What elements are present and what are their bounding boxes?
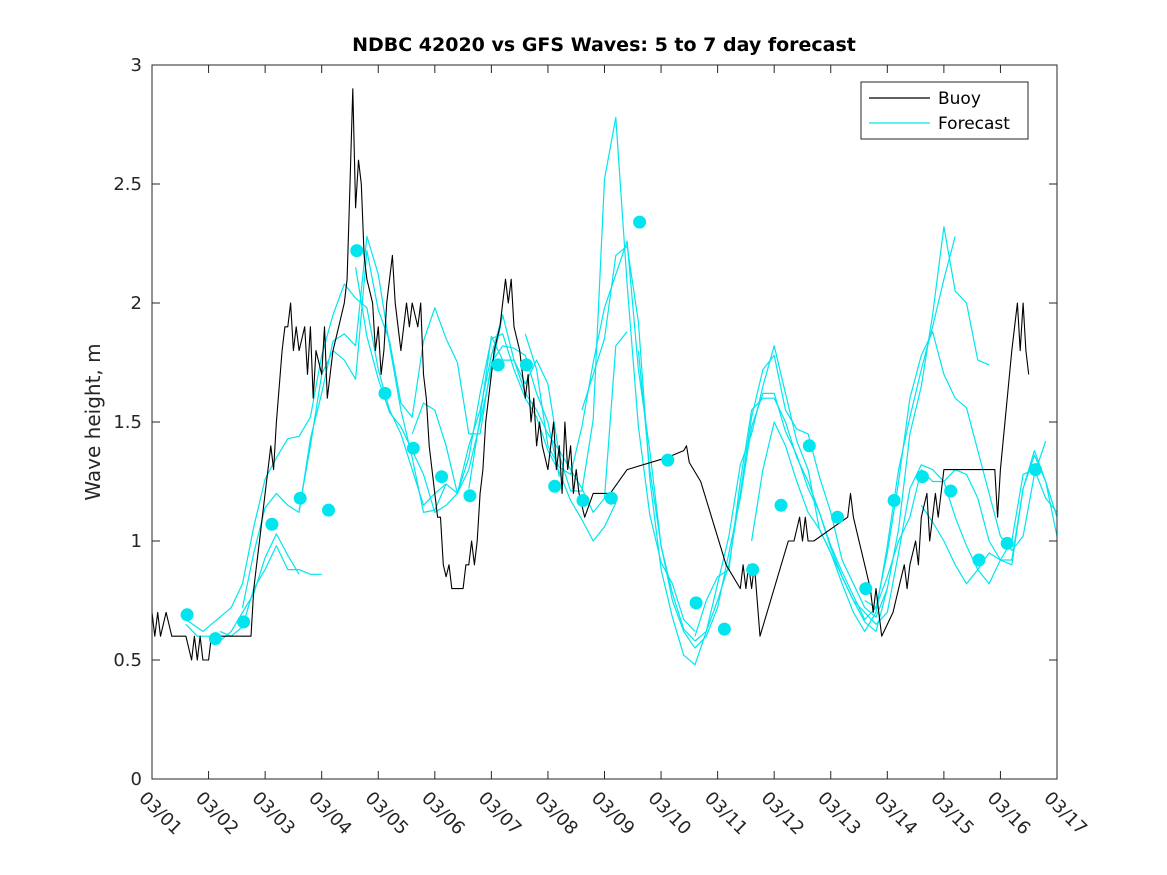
forecast-marker-23 xyxy=(802,439,816,453)
series-forecast-run-13 xyxy=(751,421,1058,625)
series-forecast-run-6 xyxy=(355,267,617,542)
forecast-marker-20 xyxy=(717,622,731,636)
y-tick-label: 1 xyxy=(131,531,142,552)
forecast-marker-21 xyxy=(746,563,760,577)
forecast-marker-5 xyxy=(293,491,307,505)
legend-box xyxy=(860,81,1029,140)
series-forecast-run-12 xyxy=(694,331,1047,637)
forecast-marker-13 xyxy=(519,358,533,372)
forecast-marker-26 xyxy=(887,494,901,507)
forecast-marker-3 xyxy=(237,615,251,629)
marker-layer xyxy=(180,215,1042,646)
y-tick-label: 2 xyxy=(131,293,142,314)
forecast-marker-31 xyxy=(1029,463,1042,477)
series-forecast-run-8 xyxy=(468,116,696,632)
series-forecast-run-11 xyxy=(637,226,990,649)
plot-area xyxy=(152,65,1057,779)
forecast-marker-15 xyxy=(576,494,590,507)
forecast-marker-12 xyxy=(491,358,505,372)
y-tick-label: 2.5 xyxy=(113,174,142,195)
legend-label-buoy: Buoy xyxy=(938,89,981,109)
forecast-marker-8 xyxy=(378,386,392,400)
series-layer xyxy=(151,88,1058,666)
legend: Buoy Forecast xyxy=(860,81,1029,140)
legend-label-forecast: Forecast xyxy=(938,114,1010,134)
forecast-marker-18 xyxy=(661,453,675,467)
forecast-marker-19 xyxy=(689,596,703,610)
series-forecast-run-1 xyxy=(185,533,300,642)
forecast-marker-11 xyxy=(463,489,477,503)
forecast-marker-7 xyxy=(350,244,364,258)
chart-title: NDBC 42020 vs GFS Waves: 5 to 7 day fore… xyxy=(352,34,856,56)
forecast-marker-27 xyxy=(915,470,929,484)
series-forecast-run-4 xyxy=(241,235,504,608)
series-forecast-run-3 xyxy=(185,283,447,632)
y-tick-label: 3 xyxy=(131,55,142,76)
forecast-marker-29 xyxy=(972,553,986,567)
series-forecast-run-2 xyxy=(219,545,322,637)
series-forecast-run-7 xyxy=(411,314,628,513)
series-forecast-run-5 xyxy=(298,250,560,511)
forecast-marker-6 xyxy=(322,503,335,517)
forecast-marker-2 xyxy=(208,632,222,646)
forecast-marker-10 xyxy=(435,470,449,484)
forecast-marker-1 xyxy=(180,608,194,622)
forecast-marker-9 xyxy=(406,441,420,455)
forecast-marker-30 xyxy=(1000,536,1014,550)
forecast-marker-17 xyxy=(633,215,647,229)
forecast-marker-14 xyxy=(548,479,562,493)
forecast-marker-28 xyxy=(944,484,958,498)
forecast-marker-22 xyxy=(774,498,788,512)
forecast-marker-25 xyxy=(859,582,873,596)
forecast-marker-24 xyxy=(831,510,844,524)
y-axis-label: Wave height, m xyxy=(81,343,105,500)
series-forecast-run-14 xyxy=(864,454,1058,609)
y-tick-label: 1.5 xyxy=(113,412,142,433)
forecast-marker-16 xyxy=(604,491,618,505)
y-tick-label: 0 xyxy=(131,769,142,790)
series-forecast-run-10 xyxy=(581,236,956,666)
y-tick-label: 0.5 xyxy=(113,650,142,671)
series-buoy xyxy=(151,88,1030,661)
forecast-marker-4 xyxy=(265,517,279,531)
